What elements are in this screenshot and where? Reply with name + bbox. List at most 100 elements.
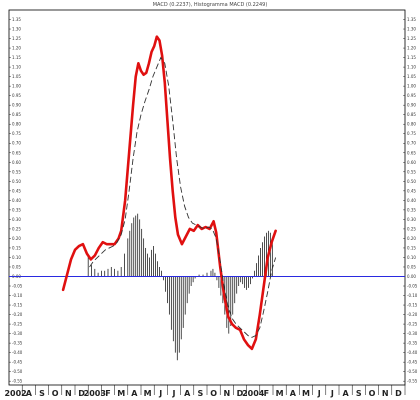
y-tick-label-left: 0.45 <box>12 188 21 193</box>
y-tick-label-right: 0.85 <box>407 112 416 117</box>
y-tick-label-right: -0.15 <box>407 303 418 308</box>
y-tick-label-left: 1.35 <box>12 17 21 22</box>
signal-line <box>89 56 277 338</box>
x-tick-label: J <box>158 389 162 398</box>
y-tick-label-right: 0.90 <box>407 103 416 108</box>
x-tick-label: O <box>369 389 376 398</box>
y-tick-label-left: 0.95 <box>12 93 21 98</box>
x-tick-label: M <box>117 389 125 398</box>
y-tick-label-left: -0.50 <box>12 369 23 374</box>
y-tick-label-right: 0.80 <box>407 122 416 127</box>
y-tick-label-right: 0.95 <box>407 93 416 98</box>
y-tick-label-right: 0.25 <box>407 226 416 231</box>
y-tick-label-right: -0.50 <box>407 369 418 374</box>
y-tick-label-left: 0.65 <box>12 150 21 155</box>
x-tick-label: J <box>317 389 321 398</box>
y-tick-label-left: 0.35 <box>12 207 21 212</box>
y-tick-label-right: 0.45 <box>407 188 416 193</box>
y-tick-label-right: 1.25 <box>407 36 416 41</box>
y-tick-label-left: 0.80 <box>12 122 21 127</box>
y-tick-label-left: 0.05 <box>12 264 21 269</box>
x-tick-label: O <box>52 389 59 398</box>
x-tick-label: A <box>342 389 349 398</box>
y-tick-label-right: 0.40 <box>407 198 416 203</box>
x-tick-label: 2003 <box>84 389 106 398</box>
y-tick-label-left: -0.05 <box>12 284 23 289</box>
y-tick-label-right: 1.35 <box>407 17 416 22</box>
y-tick-label-right: -0.30 <box>407 331 418 336</box>
macd-line <box>61 35 277 351</box>
y-tick-label-left: -0.20 <box>12 312 23 317</box>
y-tick-label-left: 0.55 <box>12 169 21 174</box>
y-tick-label-left: 1.10 <box>12 65 21 70</box>
x-tick-label: 2002 <box>4 389 26 398</box>
y-tick-label-right: 0.70 <box>407 141 416 146</box>
y-tick-label-left: 0.50 <box>12 179 21 184</box>
y-tick-label-left: 0.10 <box>12 255 21 260</box>
y-tick-label-right: 1.00 <box>407 84 416 89</box>
x-tick-label: D <box>78 389 85 398</box>
y-tick-label-left: 0.60 <box>12 160 21 165</box>
y-tick-label-left: -0.15 <box>12 303 23 308</box>
y-tick-label-right: 0.60 <box>407 160 416 165</box>
y-tick-label-left: 0.75 <box>12 131 21 136</box>
y-tick-label-right: 0.55 <box>407 169 416 174</box>
y-tick-label-right: -0.35 <box>407 341 418 346</box>
chart-title: MACD (0.2237), Histogramma MACD (0.2249) <box>153 2 268 8</box>
y-tick-label-right: -0.40 <box>407 350 418 355</box>
y-tick-label-right: 1.05 <box>407 74 416 79</box>
y-tick-label-left: 1.25 <box>12 36 21 41</box>
y-tick-label-right: 0.15 <box>407 245 416 250</box>
y-tick-label-right: 1.30 <box>407 27 416 32</box>
y-tick-label-left: 0.20 <box>12 236 21 241</box>
y-tick-label-right: -0.10 <box>407 293 418 298</box>
y-axis: 1.35 1.35 1.30 1.30 1.25 1.25 1.20 1.20 1.15 1.15… <box>9 17 418 384</box>
y-tick-label-right: 0.20 <box>407 236 416 241</box>
y-tick-label-right: -0.45 <box>407 360 418 365</box>
y-tick-label-right: 0.65 <box>407 150 416 155</box>
x-tick-label: A <box>131 389 138 398</box>
x-tick-label: N <box>382 389 389 398</box>
y-tick-label-left: -0.55 <box>12 379 23 384</box>
y-tick-label-right: -0.55 <box>407 379 418 384</box>
y-tick-label-left: 0.90 <box>12 103 21 108</box>
y-tick-label-right: 0.35 <box>407 207 416 212</box>
y-tick-label-left: 0.70 <box>12 141 21 146</box>
y-tick-label-left: 0.15 <box>12 245 21 250</box>
y-tick-label-left: 1.15 <box>12 55 21 60</box>
y-tick-label-right: -0.20 <box>407 312 418 317</box>
y-tick-label-left: -0.45 <box>12 360 23 365</box>
x-tick-label: A <box>184 389 191 398</box>
x-tick-label: M <box>276 389 284 398</box>
y-tick-label-right: -0.25 <box>407 322 418 327</box>
y-tick-label-left: 1.05 <box>12 74 21 79</box>
x-tick-label: J <box>172 389 176 398</box>
y-tick-label-right: 0.50 <box>407 179 416 184</box>
y-tick-label-right: 0.30 <box>407 217 416 222</box>
x-tick-label: A <box>26 389 33 398</box>
y-tick-label-left: 0.30 <box>12 217 21 222</box>
series-lines <box>61 35 277 351</box>
y-tick-label-right: -0.05 <box>407 284 418 289</box>
x-tick-label: S <box>356 389 362 398</box>
x-tick-label: O <box>210 389 217 398</box>
x-tick-label: A <box>290 389 297 398</box>
x-tick-label: M <box>302 389 310 398</box>
y-tick-label-left: 1.20 <box>12 46 21 51</box>
x-tick-label: S <box>39 389 45 398</box>
y-tick-label-left: 1.30 <box>12 27 21 32</box>
y-tick-label-right: 1.15 <box>407 55 416 60</box>
y-tick-label-left: 1.00 <box>12 84 21 89</box>
x-tick-label: D <box>237 389 244 398</box>
x-tick-label: N <box>223 389 230 398</box>
y-tick-label-right: 1.10 <box>407 65 416 70</box>
y-tick-label-right: 0.05 <box>407 264 416 269</box>
x-tick-label: 2004 <box>242 389 265 398</box>
x-tick-label: J <box>330 389 334 398</box>
y-tick-label-left: -0.40 <box>12 350 23 355</box>
x-tick-label: S <box>198 389 204 398</box>
y-tick-label-left: -0.30 <box>12 331 23 336</box>
